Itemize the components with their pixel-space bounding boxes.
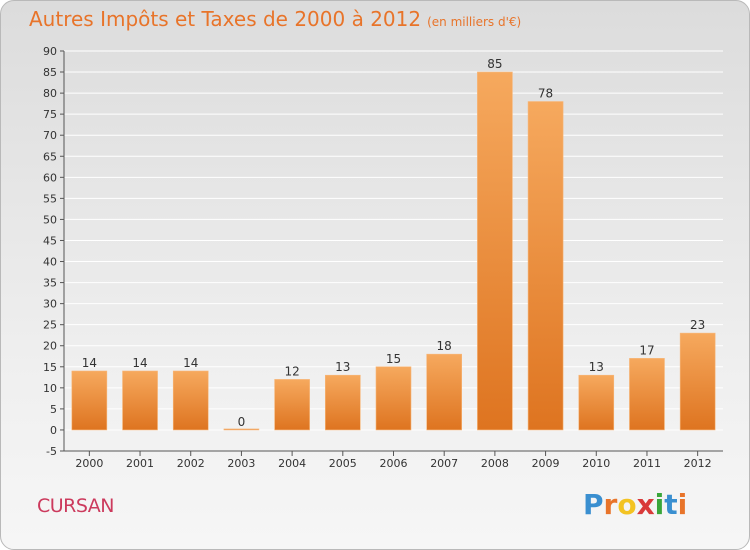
x-tick-label: 2001 (126, 457, 154, 470)
bar-2001 (122, 370, 158, 431)
bar-2006 (375, 366, 412, 431)
data-label-2012: 23 (690, 318, 705, 332)
bar-2009 (527, 101, 564, 431)
data-label-2000: 14 (82, 356, 97, 370)
x-tick-label: 2006 (380, 457, 408, 470)
bar-2007 (426, 353, 462, 431)
x-tick-label: 2000 (75, 457, 103, 470)
data-label-2010: 13 (589, 360, 604, 374)
bar-2011 (629, 358, 665, 431)
y-tick-label: 15 (43, 361, 57, 374)
bar-2005 (325, 374, 361, 431)
y-tick-label: 35 (43, 277, 57, 290)
y-tick-label: 25 (43, 319, 57, 332)
y-tick-label: 90 (43, 45, 57, 58)
logo-letter: i (654, 488, 665, 521)
x-tick-label: 2010 (582, 457, 610, 470)
y-tick-label: 45 (43, 234, 57, 247)
logo-letter: r (603, 488, 618, 521)
y-tick-label: 30 (43, 298, 57, 311)
x-tick-label: 2005 (329, 457, 357, 470)
commune-name: CURSAN (37, 495, 115, 517)
y-tick-label: 0 (50, 424, 57, 437)
data-label-2004: 12 (284, 364, 299, 378)
data-label-2006: 15 (386, 352, 401, 366)
logo-letter: x (636, 488, 655, 521)
bars: 14 14 14 0 12 13 15 18 85 78 13 17 23 (71, 57, 716, 431)
x-tick-label: 2007 (430, 457, 458, 470)
y-tick-label: 75 (43, 108, 57, 121)
data-label-2002: 14 (183, 356, 198, 370)
y-tick-label: 85 (43, 66, 57, 79)
axes: -5 0 5 10 15 20 25 30 35 40 45 50 55 60 65 70 75 80 85 90 20… (43, 45, 723, 470)
x-tick-label: 2012 (684, 457, 712, 470)
y-tick-label: 5 (50, 403, 57, 416)
logo-letter: o (617, 488, 637, 521)
y-tick-label: 80 (43, 87, 57, 100)
y-tick-label: 55 (43, 192, 57, 205)
logo-letter: P (583, 488, 604, 521)
bar-2002 (172, 370, 209, 431)
logo-letter: i (677, 488, 688, 521)
data-label-2007: 18 (437, 339, 452, 353)
chart-unit: (en milliers d'€) (427, 15, 522, 29)
x-tick-label: 2009 (532, 457, 560, 470)
y-tick-label: 60 (43, 171, 57, 184)
data-label-2003: 0 (238, 415, 246, 429)
x-tick-label: 2008 (481, 457, 509, 470)
y-tick-label: 10 (43, 382, 57, 395)
proxiti-logo[interactable]: Proxiti (583, 488, 687, 521)
bar-2003 (223, 428, 260, 431)
data-label-2008: 85 (487, 57, 502, 71)
bar-2004 (274, 379, 310, 431)
y-tick-label: 40 (43, 256, 57, 269)
y-tick-label: 70 (43, 129, 57, 142)
data-label-2009: 78 (538, 87, 553, 101)
data-label-2005: 13 (335, 360, 350, 374)
y-tick-label: -5 (46, 445, 57, 458)
chart-title-text: Autres Impôts et Taxes de 2000 à 2012 (29, 7, 422, 31)
data-label-2011: 17 (639, 343, 654, 357)
bar-2008 (477, 71, 513, 431)
y-tick-label: 20 (43, 340, 57, 353)
x-tick-label: 2011 (633, 457, 661, 470)
bar-2012 (679, 332, 716, 431)
y-tick-label: 50 (43, 213, 57, 226)
x-tick-label: 2002 (177, 457, 205, 470)
x-tick-label: 2004 (278, 457, 306, 470)
bar-2010 (578, 374, 615, 431)
bar-2000 (71, 370, 108, 431)
x-tick-label: 2003 (227, 457, 255, 470)
y-tick-label: 65 (43, 150, 57, 163)
chart-title: Autres Impôts et Taxes de 2000 à 2012 (en… (29, 7, 521, 31)
data-label-2001: 14 (132, 356, 147, 370)
logo-letter: t (664, 488, 678, 521)
